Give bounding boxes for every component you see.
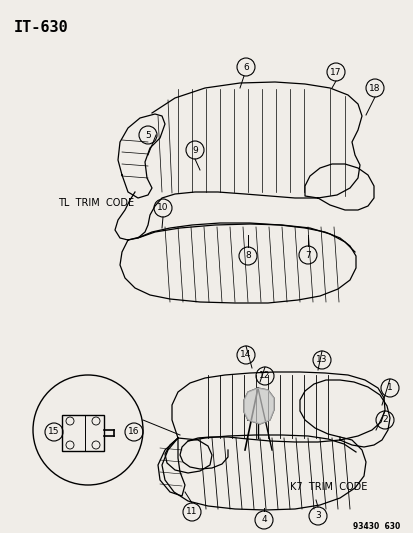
Text: 4: 4	[261, 515, 266, 524]
Text: IT-630: IT-630	[14, 20, 69, 35]
Text: 12: 12	[259, 372, 270, 381]
Text: 1: 1	[386, 384, 392, 392]
Polygon shape	[243, 388, 273, 424]
Text: 15: 15	[48, 427, 59, 437]
Text: 18: 18	[368, 84, 380, 93]
Text: 2: 2	[381, 416, 387, 424]
Circle shape	[33, 375, 142, 485]
Text: 5: 5	[145, 131, 150, 140]
Text: 13: 13	[316, 356, 327, 365]
Text: 9: 9	[192, 146, 197, 155]
Text: 11: 11	[186, 507, 197, 516]
Text: 3: 3	[314, 512, 320, 521]
Text: 7: 7	[304, 251, 310, 260]
Text: 10: 10	[157, 204, 169, 213]
Text: 17: 17	[330, 68, 341, 77]
Text: 16: 16	[128, 427, 140, 437]
Text: 6: 6	[242, 62, 248, 71]
Text: 93430  630: 93430 630	[352, 522, 399, 531]
Text: 8: 8	[244, 252, 250, 261]
Text: TL  TRIM  CODE: TL TRIM CODE	[58, 198, 134, 208]
Text: K7  TRIM  CODE: K7 TRIM CODE	[289, 482, 366, 492]
Text: 14: 14	[240, 351, 251, 359]
